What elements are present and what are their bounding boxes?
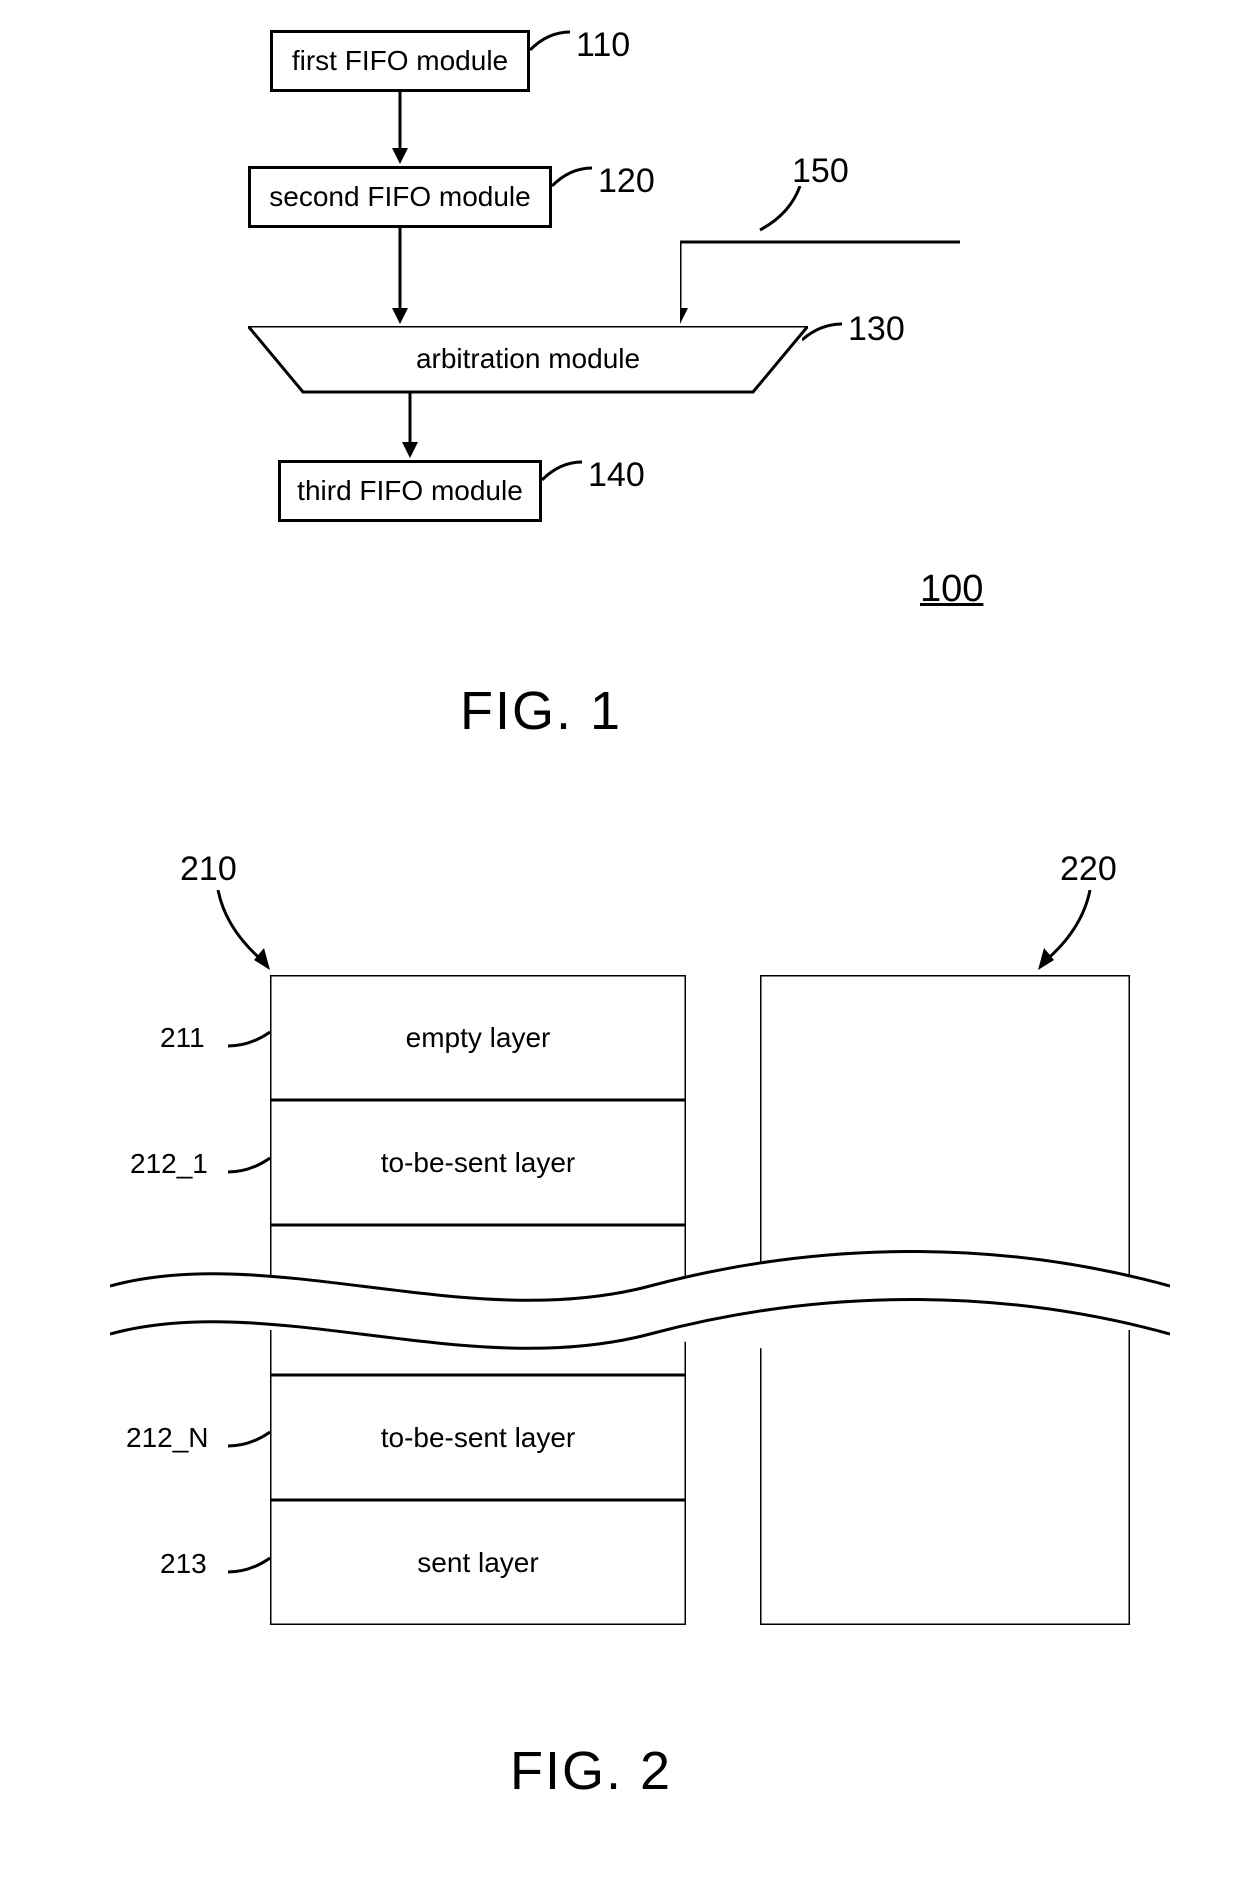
ref-210: 210 <box>180 850 237 889</box>
ref-212-1: 212_1 <box>130 1148 208 1180</box>
leader-220 <box>1010 890 1100 980</box>
ref-212-n: 212_N <box>126 1422 209 1454</box>
layer-213-label: sent layer <box>270 1500 686 1625</box>
ref-130: 130 <box>848 310 905 349</box>
layer-212-n-label: to-be-sent layer <box>270 1375 686 1500</box>
stack-right-top <box>760 975 1130 1280</box>
break-wave <box>110 1250 1170 1370</box>
stack-right-bottom <box>760 1330 1130 1625</box>
leader-210 <box>208 890 298 980</box>
drawing-canvas: first FIFO module 110 second FIFO module… <box>0 0 1240 1879</box>
block-first-fifo: first FIFO module <box>270 30 530 92</box>
layer-212-1-label: to-be-sent layer <box>270 1100 686 1225</box>
arrow-120-130 <box>388 228 412 328</box>
ref-140: 140 <box>588 456 645 495</box>
ref-120: 120 <box>598 162 655 201</box>
block-second-fifo-label: second FIFO module <box>269 181 530 213</box>
leader-213 <box>210 1538 270 1578</box>
ref-110: 110 <box>576 26 630 65</box>
block-third-fifo: third FIFO module <box>278 460 542 522</box>
arrow-110-120 <box>388 92 412 166</box>
fig1-caption: FIG. 1 <box>460 680 622 742</box>
layer-211-label: empty layer <box>270 975 686 1100</box>
leader-211 <box>210 1012 270 1052</box>
line-150-in <box>680 230 960 330</box>
block-second-fifo: second FIFO module <box>248 166 552 228</box>
arrow-130-140 <box>398 392 422 462</box>
block-first-fifo-label: first FIFO module <box>292 45 508 77</box>
leader-212-1 <box>210 1138 270 1178</box>
block-arbitration-label: arbitration module <box>416 343 640 375</box>
block-third-fifo-label: third FIFO module <box>297 475 523 507</box>
ref-211: 211 <box>160 1022 205 1054</box>
ref-220: 220 <box>1060 850 1117 889</box>
block-arbitration-label-wrap: arbitration module <box>248 326 808 392</box>
leader-212-n <box>210 1412 270 1452</box>
ref-100: 100 <box>920 568 983 611</box>
ref-213: 213 <box>160 1548 207 1580</box>
fig2-caption: FIG. 2 <box>510 1740 672 1802</box>
